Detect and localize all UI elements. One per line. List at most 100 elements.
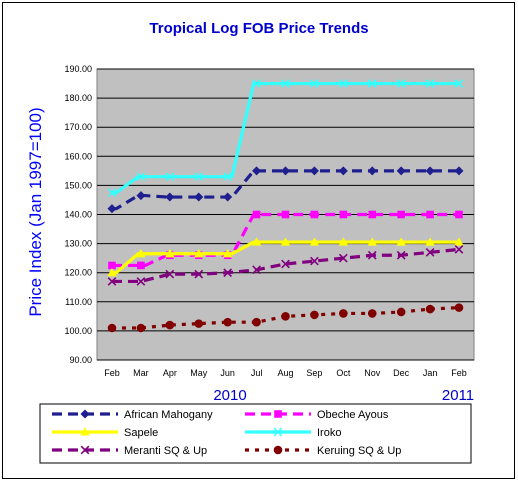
data-point bbox=[194, 269, 204, 279]
data-point bbox=[223, 192, 233, 202]
y-tick-label: 110.00 bbox=[65, 297, 92, 307]
data-point bbox=[309, 237, 320, 246]
data-point bbox=[454, 237, 464, 246]
x-tick-label: Feb bbox=[451, 368, 467, 378]
legend-marker bbox=[80, 427, 90, 436]
legend-label: Meranti SQ & Up bbox=[124, 445, 207, 457]
legend-label: Keruing SQ & Up bbox=[317, 445, 401, 457]
data-point bbox=[280, 166, 291, 176]
x-tick-label: Sep bbox=[306, 368, 322, 378]
data-point bbox=[367, 309, 377, 318]
data-point bbox=[338, 237, 348, 246]
data-point bbox=[252, 166, 262, 176]
data-point bbox=[454, 166, 464, 176]
data-point bbox=[396, 79, 406, 88]
data-point bbox=[252, 79, 261, 88]
y-axis-label: Price Index (Jan 1997=100) bbox=[26, 107, 45, 316]
data-point bbox=[338, 79, 348, 88]
data-point bbox=[338, 253, 348, 263]
chart-title: Tropical Log FOB Price Trends bbox=[149, 20, 368, 37]
series-meranti-sq-up bbox=[107, 245, 464, 286]
data-point bbox=[136, 172, 146, 182]
data-point bbox=[281, 312, 290, 321]
data-point bbox=[165, 248, 175, 258]
data-point bbox=[165, 172, 175, 182]
y-axis-ticks: 90.00 100.00 110.00 120.00 130.00 140.00 150.0… bbox=[64, 64, 92, 365]
legend-label: Sapele bbox=[124, 427, 158, 439]
data-point bbox=[194, 172, 204, 182]
x-tick-label: Jun bbox=[220, 368, 235, 378]
y-tick-label: 130.00 bbox=[64, 239, 92, 249]
data-point bbox=[425, 237, 435, 246]
legend-marker bbox=[80, 409, 90, 419]
data-point bbox=[165, 192, 175, 202]
data-point bbox=[136, 248, 146, 258]
x-tick-label: Jul bbox=[251, 368, 263, 378]
data-point bbox=[137, 261, 145, 270]
data-point bbox=[367, 250, 377, 260]
data-point bbox=[425, 79, 435, 88]
data-point bbox=[310, 310, 319, 320]
data-point bbox=[454, 303, 464, 312]
data-point bbox=[309, 166, 319, 176]
data-point bbox=[107, 204, 117, 214]
series-layer bbox=[107, 79, 464, 333]
data-point bbox=[281, 259, 290, 269]
data-point bbox=[252, 265, 261, 275]
y-tick-label: 140.00 bbox=[64, 210, 92, 220]
data-point bbox=[108, 261, 116, 270]
data-point bbox=[396, 250, 406, 260]
series-iroko bbox=[107, 79, 464, 198]
data-point bbox=[281, 79, 290, 88]
data-point bbox=[367, 166, 377, 176]
data-point bbox=[281, 210, 290, 219]
data-point bbox=[107, 323, 117, 333]
y-tick-label: 160.00 bbox=[64, 151, 92, 161]
year-label-2011: 2011 bbox=[442, 387, 474, 404]
series-keruing-sq-up bbox=[107, 303, 464, 333]
x-tick-label: Jan bbox=[423, 368, 438, 378]
y-tick-label: 150.00 bbox=[64, 180, 92, 190]
x-tick-label: Nov bbox=[364, 368, 381, 378]
y-tick-label: 170.00 bbox=[64, 122, 92, 132]
data-point bbox=[396, 166, 406, 176]
data-point bbox=[107, 188, 117, 198]
series-sapele bbox=[107, 237, 464, 277]
data-point bbox=[165, 269, 175, 279]
y-tick-label: 120.00 bbox=[64, 268, 92, 278]
data-point bbox=[339, 309, 348, 318]
data-point bbox=[367, 79, 377, 88]
data-point bbox=[251, 237, 262, 246]
legend-marker bbox=[273, 427, 283, 437]
data-point bbox=[455, 210, 463, 219]
data-point bbox=[396, 307, 406, 317]
data-point bbox=[194, 319, 204, 328]
x-tick-label: Dec bbox=[393, 368, 410, 378]
legend-marker bbox=[80, 445, 90, 455]
data-point bbox=[223, 268, 233, 278]
x-tick-label: Oct bbox=[336, 368, 351, 378]
year-label-2010: 2010 bbox=[213, 387, 246, 404]
data-point bbox=[397, 210, 405, 219]
data-point bbox=[194, 248, 204, 258]
x-tick-label: May bbox=[190, 368, 208, 378]
data-point bbox=[107, 277, 117, 286]
data-point bbox=[454, 79, 464, 88]
x-axis-ticks: Feb Mar Apr May Jun Jul Aug Sep Oct Nov Dec Jan Feb bbox=[104, 368, 467, 378]
y-tick-label: 100.00 bbox=[64, 326, 92, 336]
x-tick-label: Mar bbox=[133, 368, 149, 378]
data-point bbox=[107, 267, 117, 277]
data-point bbox=[338, 166, 348, 176]
data-point bbox=[252, 210, 261, 219]
data-point bbox=[194, 192, 204, 202]
data-point bbox=[425, 166, 435, 176]
data-point bbox=[223, 248, 233, 258]
data-point bbox=[165, 320, 175, 330]
x-tick-label: Aug bbox=[277, 368, 293, 378]
data-point bbox=[310, 256, 319, 266]
data-point bbox=[136, 277, 146, 286]
data-point bbox=[339, 210, 348, 219]
x-tick-label: Feb bbox=[104, 368, 120, 378]
data-point bbox=[425, 247, 435, 257]
